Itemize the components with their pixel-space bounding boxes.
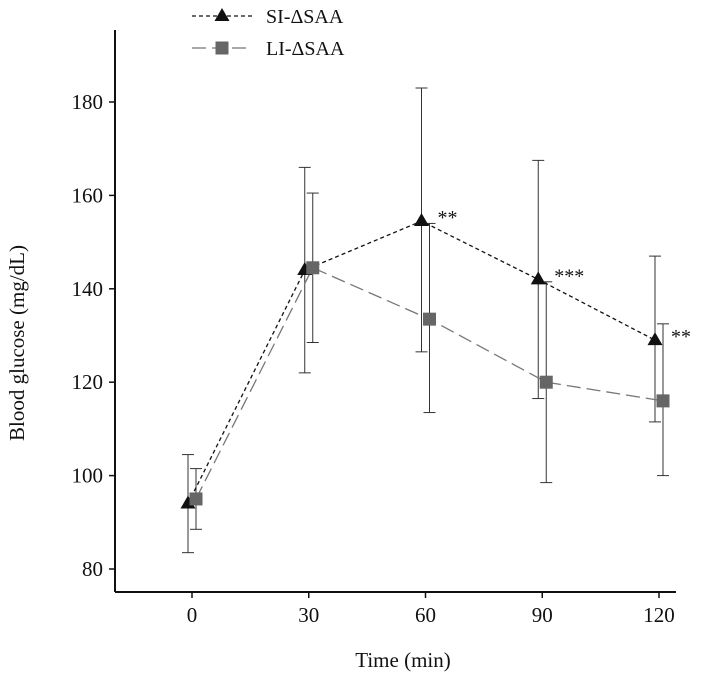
series-markers [180, 213, 670, 509]
series-lines [187, 220, 664, 504]
data-point-triangle [530, 271, 546, 285]
data-point-square [423, 312, 436, 326]
y-tick-label: 80 [82, 557, 103, 581]
legend-label: LI-ΔSAA [266, 38, 345, 60]
significance-label: ** [671, 326, 691, 348]
significance-label: ** [438, 207, 458, 229]
legend-marker-triangle [214, 7, 230, 21]
data-point-triangle [414, 213, 429, 227]
x-tick-label: 0 [187, 603, 198, 627]
y-tick-label: 120 [72, 370, 104, 394]
y-tick-label: 140 [72, 277, 104, 301]
x-tick-label: 120 [643, 603, 675, 627]
x-tick-label: 60 [415, 603, 436, 627]
data-point-square [306, 261, 320, 275]
significance-annotations: ******* [438, 207, 692, 348]
legend-label: SI-ΔSAA [266, 6, 344, 28]
data-point-square [539, 375, 553, 389]
x-tick-label: 30 [298, 603, 319, 627]
y-tick-label: 180 [72, 90, 104, 114]
y-tick-label: 160 [72, 183, 104, 207]
data-point-square [656, 394, 670, 408]
legend: SI-ΔSAA LI-ΔSAA [192, 6, 345, 60]
x-tick-label: 90 [532, 603, 553, 627]
axes: 80 100 120 140 160 180 0 30 60 90 120 [72, 30, 676, 627]
y-tick-label: 100 [72, 464, 104, 488]
y-axis-title: Blood glucose (mg/dL) [5, 245, 29, 441]
legend-marker-square [215, 41, 229, 55]
significance-label: *** [554, 265, 584, 287]
x-axis-title: Time (min) [355, 648, 450, 672]
data-point-triangle [647, 332, 663, 346]
data-point-square [189, 492, 203, 506]
